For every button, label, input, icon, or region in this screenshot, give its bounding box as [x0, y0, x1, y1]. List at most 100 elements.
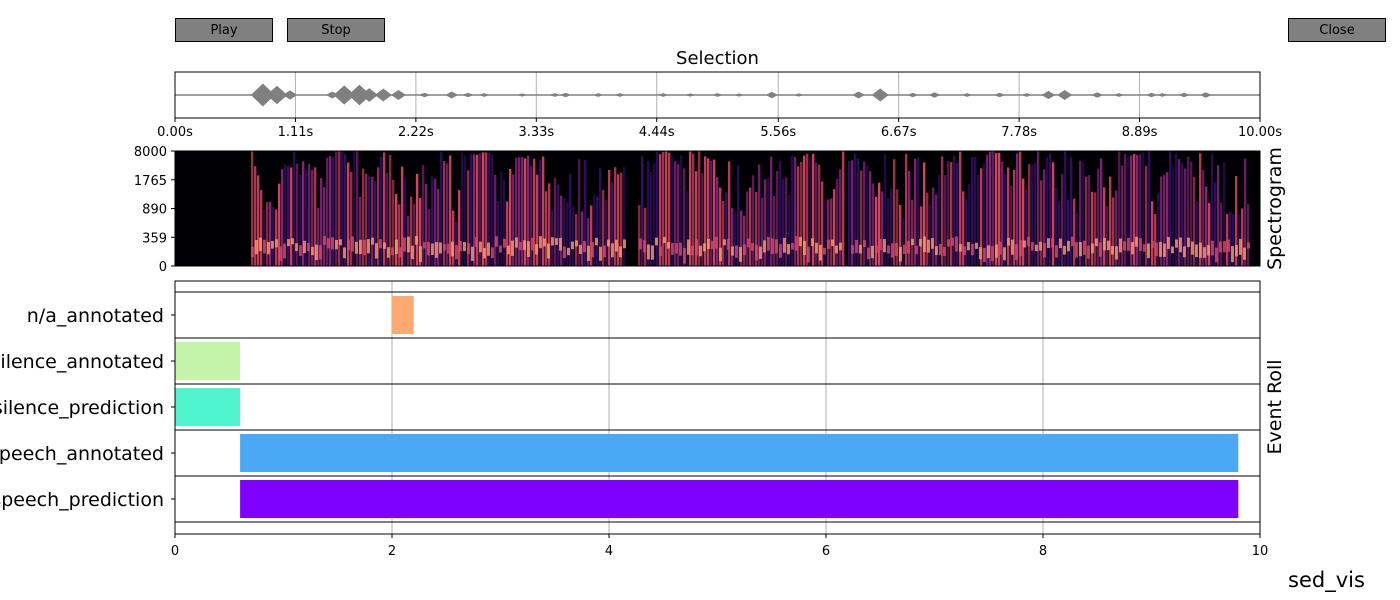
waveform-peak [907, 92, 919, 98]
spectrogram-column [1036, 151, 1040, 266]
spectrogram-lowband [802, 240, 806, 255]
spectrogram-lowband [266, 241, 270, 255]
spectrogram-lowband [742, 244, 746, 256]
play-button[interactable]: Play [175, 18, 273, 42]
spectrogram-lowband [1098, 242, 1102, 257]
spectrogram-lowband [486, 242, 490, 256]
spectrogram-column [958, 151, 962, 266]
spectrogram-lowband [1122, 241, 1126, 251]
spectrogram-lowband [346, 239, 350, 251]
spectrogram-column [931, 187, 935, 266]
spectrogram-lowband [450, 241, 454, 257]
spectrogram-lowband [1090, 243, 1094, 254]
spectrogram-column [382, 152, 386, 266]
spectrogram-lowband [282, 243, 286, 259]
spectrogram-lowband [950, 237, 954, 246]
spectrogram-column [805, 153, 809, 266]
spectrogram-column [346, 162, 350, 266]
spectrogram-frame [174, 150, 1261, 267]
spectrogram-lowband [1074, 241, 1078, 258]
spectrogram-column [442, 161, 446, 266]
spectrogram-column [913, 158, 917, 266]
spectrogram-column [976, 174, 980, 266]
selection-panel[interactable]: Selection 0.00s 1.11s 2.22s 3.33s 4.44s 5.56s 6… [157, 48, 1282, 140]
spectrogram-column [1177, 158, 1181, 266]
spectrogram-lowband [1054, 245, 1058, 258]
spectrogram-lowband [906, 240, 910, 254]
spectrogram-column [640, 156, 644, 266]
spectrogram-column [658, 154, 662, 266]
spectrogram-column [811, 153, 815, 266]
spectrogram-lowband [650, 245, 654, 260]
stop-button[interactable]: Stop [287, 18, 385, 42]
spectrogram-column [400, 166, 404, 266]
spectrogram-column [676, 164, 680, 266]
spectrogram-column [262, 209, 266, 266]
spectrogram-lowband [1206, 245, 1210, 256]
spectrogram-lowband [698, 245, 702, 257]
spectrogram-column [1030, 164, 1034, 266]
spectrogram-column [820, 181, 824, 266]
spectrogram-column [553, 177, 557, 266]
spectrogram-lowband [642, 240, 646, 253]
spectrogram-column [469, 153, 473, 266]
spectrogram-column [523, 158, 527, 266]
spectrogram-lowband [274, 239, 278, 248]
spectrogram-column [1144, 165, 1148, 266]
spectrogram-column [310, 169, 314, 266]
spectrogram-column [1240, 208, 1244, 266]
spectrogram-column [421, 165, 425, 266]
spectrogram-column [1168, 151, 1172, 266]
spectrogram-lowband [458, 241, 462, 252]
spectrogram-lowband [1134, 236, 1138, 247]
close-button[interactable]: Close [1288, 18, 1386, 42]
spectrogram-ytick-label: 0 [159, 260, 167, 275]
spectrogram-column [961, 191, 965, 266]
spectrogram-column [595, 196, 599, 266]
spectrogram-lowband [394, 239, 398, 254]
spectrogram-lowband [1082, 240, 1086, 255]
spectrogram-lowband [730, 246, 734, 256]
spectrogram-column [1063, 151, 1067, 266]
spectrogram-lowband [482, 247, 486, 259]
spectrogram-column [643, 207, 647, 266]
spectrogram-column [253, 166, 257, 266]
spectrogram-column [499, 171, 503, 266]
spectrogram-column [1156, 193, 1160, 266]
spectrogram-lowband [322, 236, 326, 245]
spectrogram-lowband [1154, 242, 1158, 257]
spectrogram-column [307, 163, 311, 266]
spectrogram-lowband [406, 236, 410, 253]
spectrogram-lowband [878, 238, 882, 251]
waveform-xtick-label: 1.11s [278, 125, 314, 140]
waveform-peak [871, 88, 889, 102]
spectrogram-column [385, 173, 389, 266]
spectrogram-lowband [998, 241, 1002, 255]
spectrogram-column [910, 200, 914, 266]
waveform-peak [852, 91, 865, 99]
spectrogram-lowband [670, 242, 674, 255]
spectrogram-lowband [1006, 237, 1010, 246]
spectrogram-column [793, 156, 797, 266]
spectrogram-column [814, 162, 818, 266]
spectrogram-column [316, 208, 320, 266]
spectrogram-lowband [702, 243, 706, 252]
spectrogram-column [949, 162, 953, 266]
spectrogram-lowband [750, 243, 754, 251]
spectrogram-column [592, 194, 596, 266]
spectrogram-column [601, 189, 605, 266]
spectrogram-column [649, 171, 653, 266]
waveform-xtick-label: 4.44s [639, 125, 675, 140]
waveform-peak [1091, 92, 1104, 98]
spectrogram-column [1228, 212, 1232, 266]
spectrogram-column [970, 156, 974, 266]
spectrogram-lowband [446, 243, 450, 254]
spectrogram-column [1075, 212, 1079, 266]
spectrogram-lowband [562, 246, 566, 259]
spectrogram-lowband [578, 244, 582, 255]
spectrogram-lowband [782, 237, 786, 253]
event-row-label: n/a_annotated [27, 305, 164, 327]
spectrogram-column [829, 198, 833, 266]
spectrogram-column [937, 174, 941, 266]
spectrogram-column [901, 217, 905, 266]
